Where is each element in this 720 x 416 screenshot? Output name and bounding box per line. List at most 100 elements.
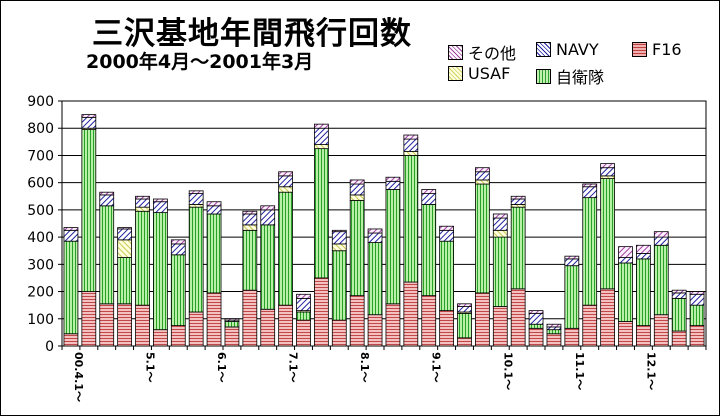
- bar-segment-navy: [188, 193, 204, 205]
- bar-segment-f16: [421, 295, 437, 347]
- bar-segment-navy: [367, 232, 383, 243]
- bar-segment-f16: [314, 277, 329, 347]
- bar-segment-f16: [81, 291, 97, 347]
- bar-segment-navy: [135, 198, 150, 208]
- legend-swatch-jsdf: [536, 68, 551, 84]
- legend: その他 NAVY F16 USAF 自衛隊: [448, 40, 718, 88]
- bar-segment-f16: [206, 292, 222, 347]
- bar-segment-f16: [653, 314, 669, 347]
- bar-segment-other: [278, 171, 293, 177]
- bar-segment-jsdf: [475, 183, 490, 294]
- bar-segment-navy: [439, 229, 454, 242]
- bar-segment-usaf: [600, 175, 615, 179]
- bar-segment-other: [492, 213, 508, 219]
- y-tick-label: 300: [27, 257, 54, 273]
- bar-segment-other: [653, 231, 669, 238]
- bar-segment-navy: [457, 306, 472, 313]
- bar-segment-usaf: [349, 194, 365, 201]
- bar-segment-usaf: [403, 150, 419, 156]
- bar-segment-other: [689, 291, 705, 295]
- bar-segment-jsdf: [653, 244, 669, 316]
- bar-segment-navy: [636, 253, 651, 260]
- bar-segment-navy: [671, 292, 687, 299]
- bars: [63, 114, 705, 347]
- bar-segment-other: [349, 179, 365, 185]
- y-tick-label: 100: [27, 312, 54, 328]
- bar-segment-f16: [475, 292, 490, 347]
- bar-segment-jsdf: [636, 258, 651, 326]
- bar-segment-jsdf: [224, 321, 240, 328]
- bar-segment-other: [582, 183, 598, 188]
- bar-segment-navy: [242, 213, 258, 226]
- bar-segment-jsdf: [170, 254, 186, 326]
- bar-segment-navy: [385, 180, 401, 190]
- month-label: 5.1～: [144, 352, 157, 383]
- y-tick-label: 200: [27, 285, 54, 301]
- bar-segment-f16: [689, 325, 705, 347]
- month-label: 00.4.1～: [72, 352, 85, 402]
- bar-segment-other: [475, 167, 490, 173]
- bar-segment-jsdf: [278, 191, 293, 306]
- bar-segment-navy: [349, 183, 365, 196]
- bar-segment-other: [367, 228, 383, 234]
- bar-segment-navy: [421, 193, 437, 205]
- bar-segment-jsdf: [457, 312, 472, 339]
- legend-label-f16: F16: [652, 40, 682, 59]
- bar-segment-navy: [206, 205, 222, 215]
- bar-segment-navy: [600, 167, 615, 177]
- month-label: 10.1～: [501, 352, 514, 390]
- bar-segment-jsdf: [188, 206, 204, 313]
- x-axis: 00.4.1～ 5.1～ 6.1～ 7.1～ 8.1～ 9.1～ 10.1～ 11.1～ 12.…: [61, 346, 720, 402]
- bar-segment-f16: [224, 326, 240, 347]
- bar-segment-other: [510, 195, 526, 200]
- bar-segment-f16: [242, 289, 258, 347]
- chart-subtitle: 2000年4月～2001年3月: [86, 51, 314, 73]
- bar-segment-navy: [117, 228, 132, 241]
- bar-segment-other: [206, 201, 222, 207]
- bar-segment-f16: [582, 304, 598, 347]
- bar-segment-other: [99, 191, 115, 196]
- bar-segment-navy: [81, 116, 97, 129]
- bar-segment-usaf: [314, 144, 329, 150]
- bar-segment-jsdf: [296, 311, 311, 321]
- bar-segment-other: [260, 205, 276, 211]
- bar-segment-other: [600, 163, 615, 169]
- bar-segment-f16: [117, 303, 132, 347]
- bar-segment-jsdf: [528, 323, 544, 329]
- legend-item-jsdf: 自衛隊: [536, 64, 604, 88]
- bar-segment-navy: [153, 201, 168, 214]
- bar-segment-jsdf: [546, 329, 562, 335]
- bar-segment-f16: [403, 281, 419, 347]
- chart-title: 三沢基地年間飛行回数: [92, 16, 412, 52]
- bar-segment-f16: [510, 288, 526, 347]
- bar-segment-navy: [689, 293, 705, 306]
- bar-segment-navy: [331, 231, 347, 245]
- bar-segment-other: [314, 123, 329, 129]
- bar-segment-other: [153, 198, 168, 203]
- bar-segment-other: [135, 195, 150, 200]
- bar-segment-usaf: [135, 206, 150, 212]
- bar-segment-other: [385, 176, 401, 182]
- legend-swatch-usaf: [448, 66, 463, 81]
- bar-segment-navy: [510, 198, 526, 205]
- bar-segment-navy: [170, 243, 186, 256]
- month-label: 01.1.1～: [716, 352, 720, 402]
- bar-segment-usaf: [331, 243, 347, 252]
- bar-segment-jsdf: [99, 205, 115, 305]
- month-label: 8.1～: [358, 352, 371, 383]
- bar-segment-f16: [385, 303, 401, 347]
- bar-segment-other: [671, 289, 687, 294]
- bar-segment-f16: [170, 325, 186, 347]
- y-tick-label: 700: [27, 148, 54, 164]
- bar-segment-jsdf: [439, 240, 454, 312]
- bar-segment-usaf: [278, 186, 293, 193]
- legend-item-other: その他: [448, 40, 516, 64]
- bar-segment-usaf: [117, 239, 132, 258]
- bar-segment-other: [81, 114, 97, 118]
- bar-segment-navy: [618, 257, 633, 264]
- bar-segment-f16: [528, 327, 544, 347]
- bar-segment-f16: [671, 330, 687, 347]
- bar-segment-f16: [188, 311, 204, 347]
- bar-segment-other: [636, 244, 651, 254]
- bar-segment-other: [117, 227, 132, 230]
